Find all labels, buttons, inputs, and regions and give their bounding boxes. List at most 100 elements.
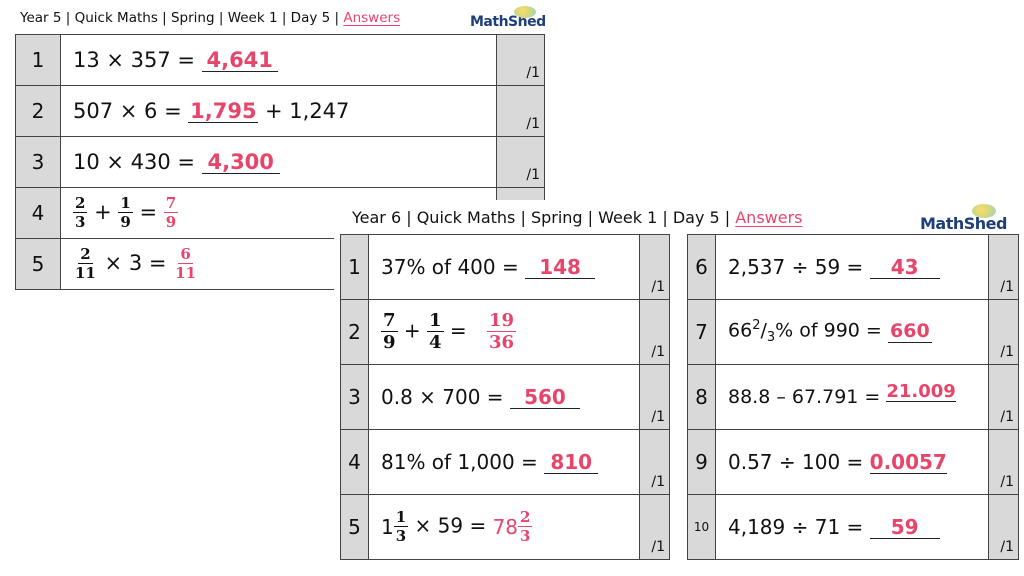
table-row: 1 13 × 357 = 4,641 /1: [15, 34, 545, 86]
operator: × 59 =: [408, 513, 493, 538]
question-expression: 37% of 400 =: [381, 255, 526, 279]
year6-answer-sheet: Year 6 | Quick Maths | Spring | Week 1 |…: [334, 200, 1024, 576]
question-number: 8: [687, 364, 716, 430]
logo-graphic-icon: [972, 204, 996, 218]
sheet-header: Year 5 | Quick Maths | Spring | Week 1 |…: [20, 10, 400, 26]
question-expression: 13 × 357 =: [73, 47, 202, 72]
question-text: 0.8 × 700 = 560: [368, 364, 640, 430]
logo-text: MathShed: [920, 214, 1007, 233]
mathshed-logo: MathShed: [920, 204, 1007, 233]
table-row: 6 2,537 ÷ 59 = 43 /1: [687, 234, 1019, 300]
answer-fraction: 19 36: [487, 310, 517, 353]
question-text: 88.8 – 67.791 = 21.009: [715, 364, 989, 430]
question-text: 37% of 400 = 148: [368, 234, 640, 300]
question-expression: 66: [728, 319, 753, 342]
answers-label: Answers: [343, 10, 401, 26]
score-box: /1: [639, 299, 670, 365]
table-row: 4 81% of 1,000 = 810 /1: [340, 429, 670, 495]
header-text: Year 6 | Quick Maths | Spring | Week 1 |…: [352, 208, 736, 227]
question-number: 9: [687, 429, 716, 495]
question-expression: 0.8 × 700 =: [381, 385, 510, 409]
answer-value: 43: [869, 257, 940, 279]
score-box: /1: [639, 364, 670, 430]
question-number: 1: [15, 34, 61, 86]
score-box: /1: [496, 136, 545, 188]
score-box: /1: [988, 364, 1019, 430]
answer-value: 59: [869, 517, 940, 539]
table-row: 2 507 × 6 = 1,795 + 1,247 /1: [15, 85, 545, 137]
question-text: 2,537 ÷ 59 = 43: [715, 234, 989, 300]
table-row: 3 10 × 430 = 4,300 /1: [15, 136, 545, 188]
question-number: 2: [15, 85, 61, 137]
equals-sign: =: [443, 318, 474, 343]
question-expression: 2,537 ÷ 59 =: [728, 255, 870, 279]
question-number: 3: [340, 364, 369, 430]
score-box: /1: [639, 494, 670, 560]
answer-value: 4,641: [201, 49, 278, 73]
question-text: 662/3% of 990 = 660: [715, 299, 989, 365]
answer-mixed-number: 78 2 3: [492, 508, 533, 545]
question-text: 507 × 6 = 1,795 + 1,247: [60, 85, 497, 137]
question-number: 5: [15, 238, 61, 290]
operator: +: [397, 318, 428, 343]
question-expression: 81% of 1,000 =: [381, 450, 545, 474]
superscript: 2: [752, 318, 761, 334]
question-number: 10: [687, 494, 716, 560]
question-text: 0.57 ÷ 100 = 0.0057: [715, 429, 989, 495]
answer-value: 0.0057: [869, 450, 947, 474]
answer-value: 4,300: [201, 151, 280, 175]
answer-value: 21.009: [886, 380, 956, 403]
question-number: 5: [340, 494, 369, 560]
table-row: 1 37% of 400 = 148 /1: [340, 234, 670, 300]
logo-graphic-icon: [514, 6, 536, 18]
answer-value: 148: [525, 257, 596, 279]
table-row: 9 0.57 ÷ 100 = 0.0057 /1: [687, 429, 1019, 495]
question-number: 2: [340, 299, 369, 365]
question-text: 10 × 430 = 4,300: [60, 136, 497, 188]
score-box: /1: [639, 234, 670, 300]
question-expression: 88.8 – 67.791 =: [728, 385, 887, 408]
question-text: 81% of 1,000 = 810: [368, 429, 640, 495]
slash: /: [760, 319, 767, 342]
fraction: 2 11: [75, 245, 96, 282]
table-row: 7 662/3% of 990 = 660 /1: [687, 299, 1019, 365]
score-box: /1: [639, 429, 670, 495]
table-row: 8 88.8 – 67.791 = 21.009 /1: [687, 364, 1019, 430]
answer-value: 810: [544, 452, 599, 474]
mathshed-logo: MathShed: [470, 6, 546, 30]
question-number: 7: [687, 299, 716, 365]
question-expression: 4,189 ÷ 71 =: [728, 515, 870, 539]
question-number: 6: [687, 234, 716, 300]
question-expression: 507 × 6 =: [73, 98, 189, 123]
question-number: 3: [15, 136, 61, 188]
question-text: 13 × 357 = 4,641: [60, 34, 497, 86]
question-expression: 0.57 ÷ 100 =: [728, 450, 870, 474]
answer-fraction: 6 11: [175, 245, 197, 282]
subscript: 3: [766, 330, 776, 346]
question-expression: 10 × 430 =: [73, 149, 202, 174]
answer-value: 560: [509, 387, 580, 409]
answer-value: 660: [887, 321, 932, 343]
score-box: /1: [988, 299, 1019, 365]
score-box: /1: [988, 494, 1019, 560]
question-number: 4: [340, 429, 369, 495]
question-table-right: 6 2,537 ÷ 59 = 43 /1 7 662/3% of 990 = 6…: [687, 234, 1019, 560]
sheet-header: Year 6 | Quick Maths | Spring | Week 1 |…: [352, 208, 803, 227]
score-box: /1: [988, 234, 1019, 300]
answer-value: 1,795: [188, 98, 259, 124]
logo-text: MathShed: [470, 14, 546, 30]
score-box: /1: [496, 85, 545, 137]
equals-sign: =: [132, 200, 164, 224]
question-number: 4: [15, 187, 61, 239]
